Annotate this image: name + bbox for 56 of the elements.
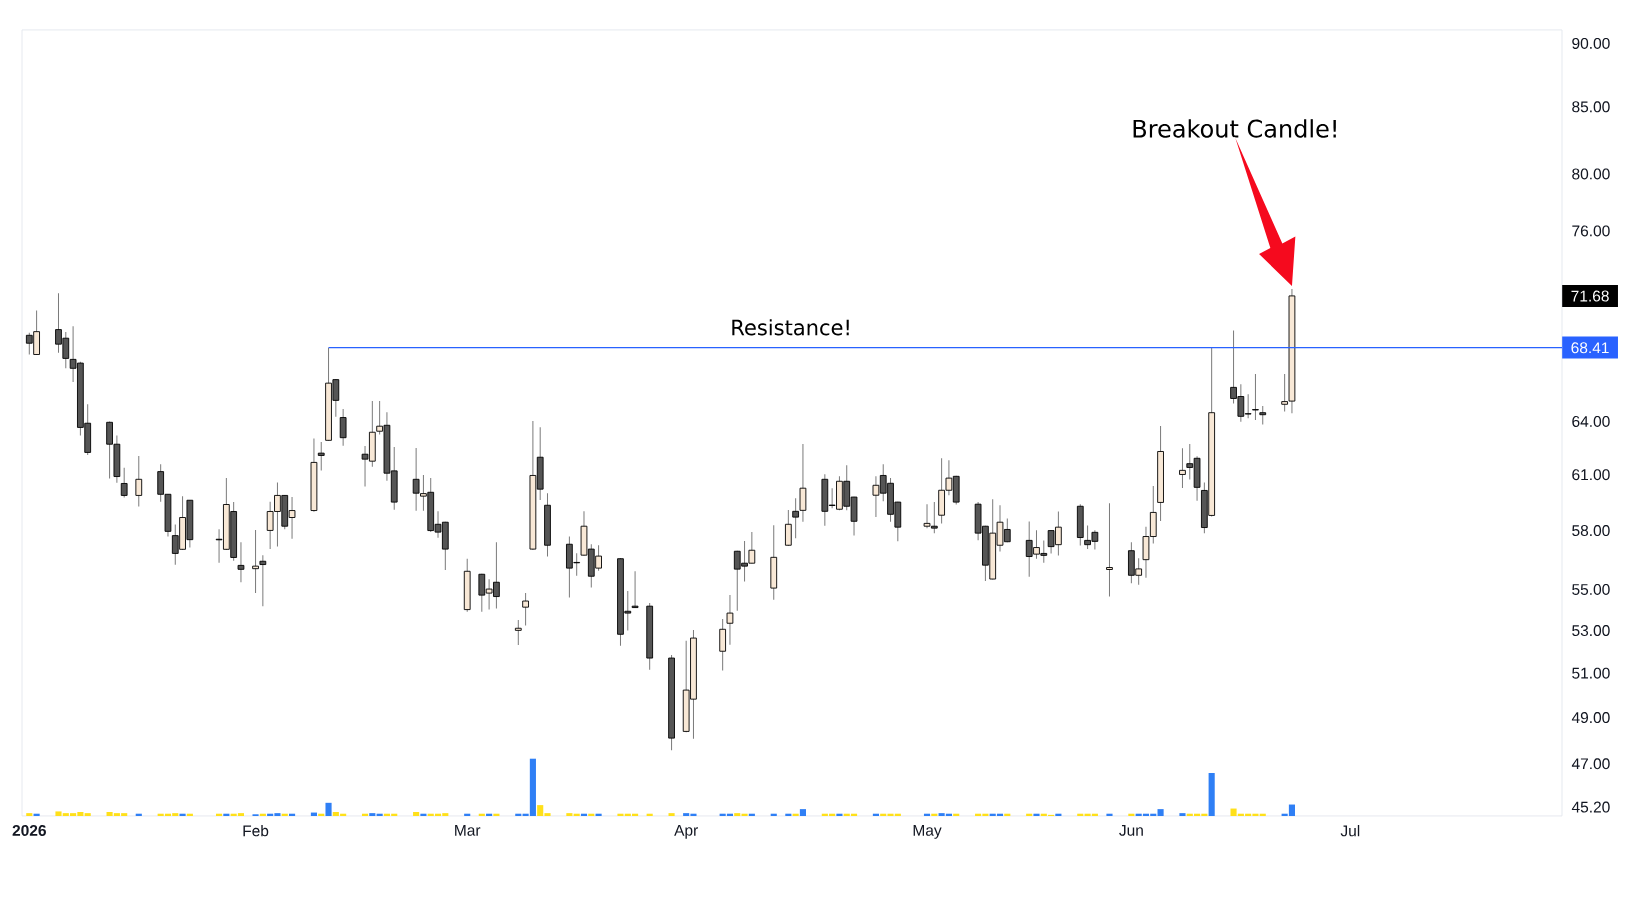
bar [1179, 813, 1186, 816]
candlestick [1252, 373, 1259, 421]
y-tick-label: 64.00 [1572, 416, 1610, 427]
bar [413, 811, 420, 816]
x-tick-label: Feb [243, 824, 269, 837]
bar [1208, 773, 1215, 816]
y-tick-label: 55.00 [1572, 584, 1610, 595]
y-tick-label: 53.00 [1572, 625, 1610, 637]
series-label: Resistance! [732, 319, 849, 336]
y-tick-label: 80.00 [1572, 168, 1610, 180]
bar [26, 813, 33, 816]
candlestick [726, 594, 734, 646]
candlestick [1106, 502, 1113, 598]
y-tick-label: 61.00 [1572, 469, 1610, 481]
candlestick [522, 592, 529, 627]
y-tick-label: 76.00 [1572, 225, 1610, 237]
y-tick-label: 47.00 [1571, 758, 1610, 770]
x-tick-label: May [913, 824, 942, 839]
candlestick [135, 455, 143, 508]
x-tick-label: Mar [455, 824, 481, 836]
candlestick [120, 467, 128, 498]
candlestick [784, 509, 792, 547]
bar [799, 809, 807, 816]
candlestick [631, 570, 639, 609]
bar [325, 802, 332, 816]
candlestick [317, 441, 325, 472]
x-tick-label: Jun [1119, 824, 1143, 836]
bar [566, 813, 573, 816]
data-label: 68.41 [1571, 342, 1609, 354]
candlestick [799, 443, 807, 523]
y-tick-label: 45.20 [1571, 801, 1610, 813]
candlestick [719, 618, 727, 672]
x-tick-label: Jul [1340, 824, 1360, 837]
candlestick [1259, 405, 1267, 425]
y-tick-label: 51.00 [1572, 667, 1610, 679]
y-tick-label: 85.00 [1572, 101, 1610, 113]
text: 71.68 [1571, 290, 1609, 302]
candlestick [237, 541, 245, 583]
candlestick [259, 554, 267, 607]
candlestick [514, 619, 522, 646]
bar [1033, 813, 1040, 816]
y-tick-label: 49.00 [1571, 712, 1610, 724]
bar [84, 813, 91, 816]
bar [668, 813, 675, 816]
y-tick-label: 58.00 [1572, 525, 1610, 537]
x-tick-label: 2026 [12, 824, 46, 836]
annotation: Breakout Candle! [1133, 119, 1336, 138]
candlestick [1179, 447, 1186, 489]
bar [369, 813, 376, 816]
bar [1157, 809, 1164, 816]
y-tick-label: 90.00 [1572, 37, 1610, 49]
candlestick [252, 529, 259, 594]
x-tick-label: Apr [674, 824, 698, 839]
candlestick [792, 497, 800, 539]
candlestick [339, 408, 347, 447]
bar [1106, 813, 1113, 816]
